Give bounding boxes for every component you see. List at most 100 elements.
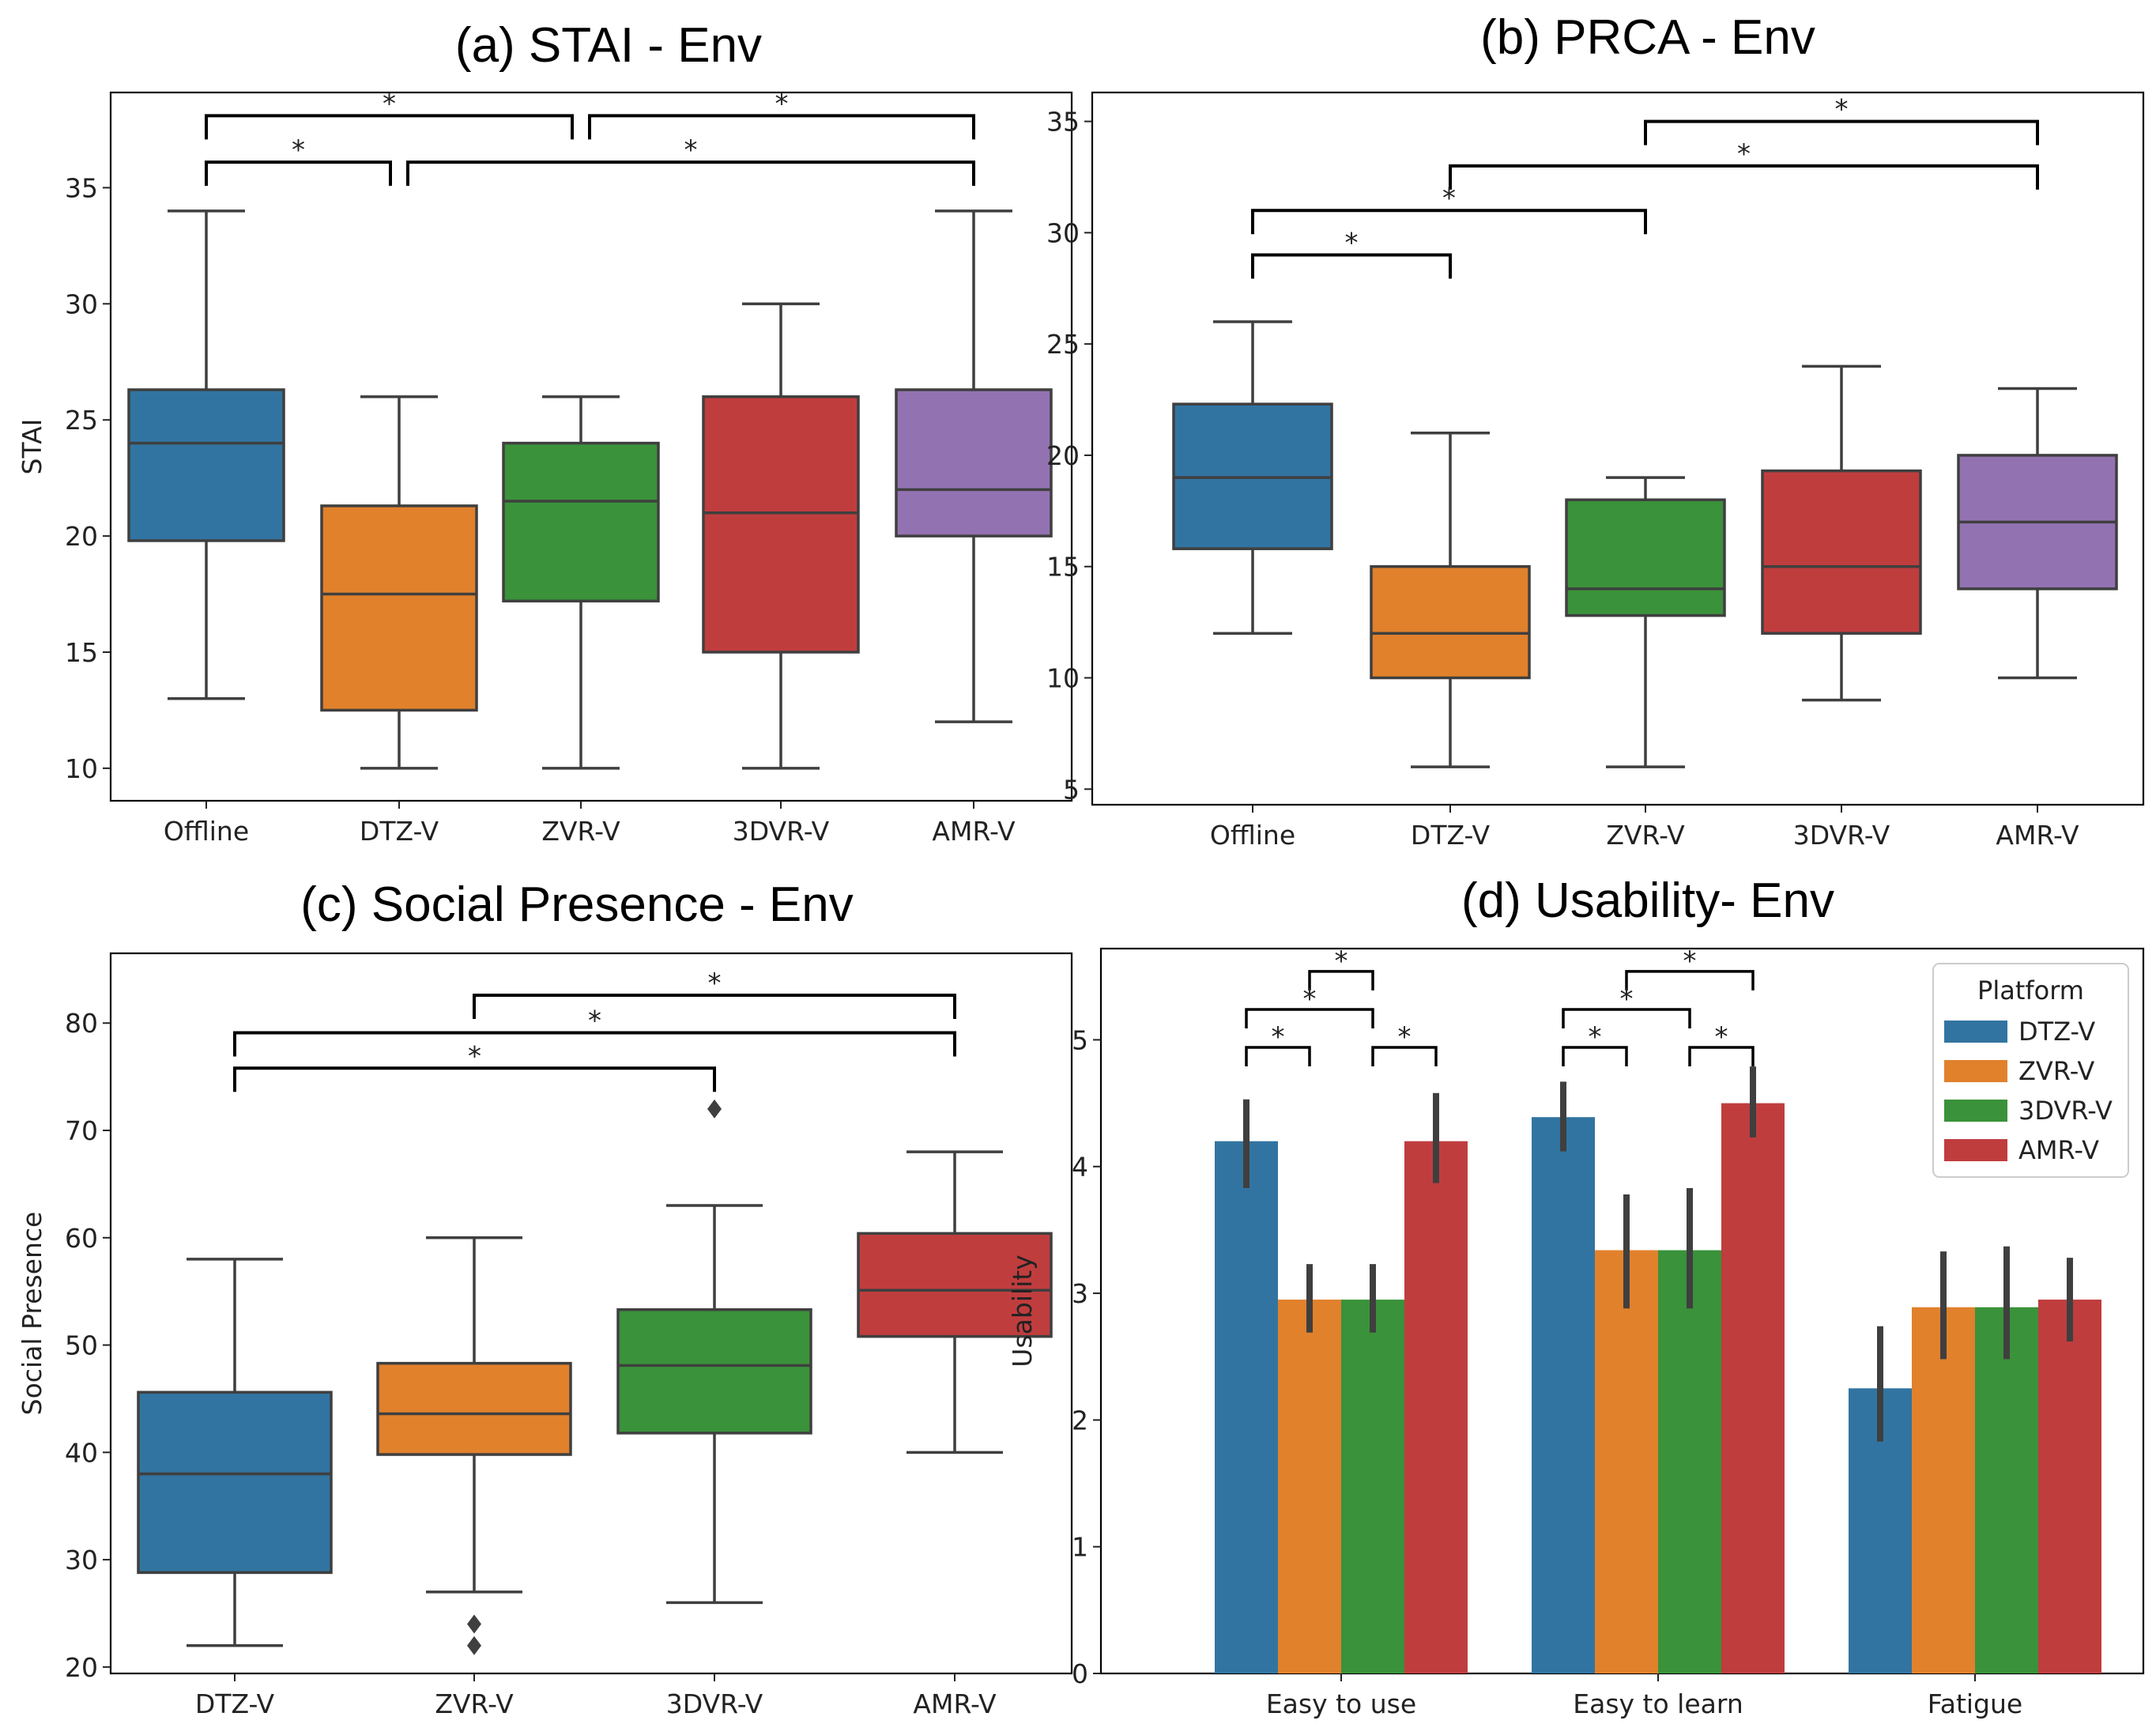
x-tick-label-d: Easy to learn: [1573, 1688, 1743, 1719]
bar-3dvr-v: [1975, 1307, 2038, 1673]
outlier-point: [707, 1099, 722, 1119]
y-tick-label-c: 30: [65, 1545, 98, 1575]
y-tick-label-a: 35: [65, 172, 98, 203]
panel-d-usability-barchart: (d) Usability- Env 0 1 2 3 4 5 Usability Easy to…: [1007, 873, 2145, 1719]
significance-bracket-b: [1644, 119, 2039, 145]
y-tick-label-a: 25: [65, 405, 98, 436]
y-tick-label-d: 4: [1072, 1152, 1088, 1183]
significance-bracket-d: [1371, 1046, 1438, 1067]
significance-bracket-d: [1245, 1046, 1311, 1067]
y-tick-label-b: 10: [1046, 663, 1080, 694]
significance-star-c: *: [708, 968, 722, 999]
significance-bracket-d: [1308, 970, 1374, 990]
x-tick-label-b: DTZ-V: [1411, 820, 1491, 851]
plot-frame-a: [109, 91, 1073, 802]
legend-title: Platform: [1977, 975, 2084, 1005]
legend-box: [1932, 963, 2129, 1178]
bar-zvr-v: [1912, 1307, 1975, 1673]
x-tick-label-b: Offline: [1210, 820, 1295, 851]
y-tick-label-c: 70: [65, 1115, 98, 1146]
significance-bracket-d: [1625, 970, 1755, 990]
x-tick-label-c: ZVR-V: [435, 1688, 514, 1719]
bar-dtz-v: [1532, 1117, 1595, 1673]
legend-label-zvr-v: ZVR-V: [2018, 1056, 2094, 1086]
x-tick-label-a: Offline: [164, 816, 249, 847]
outlier-point: [467, 1614, 481, 1634]
box-offline: [127, 388, 285, 542]
significance-star-d: *: [1303, 983, 1317, 1015]
chart-title-a: (a) STAI - Env: [455, 18, 762, 73]
y-tick-label-a: 30: [65, 289, 98, 319]
significance-bracket-c: [233, 1066, 716, 1092]
y-tick-label-d: 5: [1072, 1024, 1088, 1055]
significance-bracket-d: [1688, 1046, 1755, 1067]
chart-title-d: (d) Usability- Env: [1461, 873, 1834, 928]
significance-star-a: *: [383, 88, 396, 119]
significance-bracket-d: [1562, 1008, 1691, 1028]
plot-frame-b: [1091, 91, 2145, 806]
legend-label-dtz-v: DTZ-V: [2018, 1017, 2095, 1047]
significance-star-d: *: [1620, 983, 1634, 1015]
x-tick-label-a: DTZ-V: [360, 816, 439, 847]
box-zvr-v: [376, 1361, 572, 1456]
x-tick-label-b: ZVR-V: [1606, 820, 1685, 851]
significance-star-b: *: [1835, 94, 1849, 126]
y-tick-label-b: 5: [1063, 774, 1080, 805]
chart-title-c: (c) Social Presence - Env: [300, 877, 853, 932]
significance-bracket-b: [1251, 209, 1647, 235]
box-3dvr-v: [702, 395, 860, 654]
x-tick-label-c: 3DVR-V: [666, 1688, 763, 1719]
y-tick-label-c: 60: [65, 1223, 98, 1254]
legend-swatch-3dvr-v: [1944, 1100, 2007, 1122]
legend-swatch-amr-v: [1944, 1139, 2007, 1161]
significance-star-d: *: [1715, 1021, 1728, 1053]
significance-bracket-b: [1449, 164, 2039, 190]
significance-star-d: *: [1398, 1021, 1412, 1053]
significance-bracket-a: [205, 160, 392, 187]
y-tick-label-b: 20: [1046, 440, 1080, 471]
y-tick-label-b: 35: [1046, 107, 1080, 138]
bar-3dvr-v: [1658, 1250, 1721, 1673]
box-amr-v: [895, 388, 1053, 538]
y-tick-label-d: 1: [1072, 1532, 1088, 1563]
bar-amr-v: [1721, 1103, 1785, 1673]
x-tick-label-a: AMR-V: [932, 816, 1016, 847]
significance-bracket-a: [588, 114, 975, 140]
y-tick-label-c: 40: [65, 1437, 98, 1468]
significance-star-d: *: [1272, 1021, 1285, 1053]
x-tick-label-a: ZVR-V: [541, 816, 620, 847]
chart-title-b: (b) PRCA - Env: [1480, 10, 1815, 65]
outlier-point: [467, 1636, 481, 1655]
bar-zvr-v: [1595, 1250, 1658, 1673]
box-zvr-v: [502, 441, 660, 603]
significance-star-a: *: [775, 88, 789, 119]
y-tick-label-d: 2: [1072, 1405, 1088, 1436]
significance-star-b: *: [1737, 138, 1751, 170]
panel-c-social-presence-boxplot: (c) Social Presence - Env 20 30 40 50 60 70 80 S…: [17, 877, 1073, 1719]
bar-dtz-v: [1215, 1141, 1278, 1673]
y-tick-label-a: 20: [65, 521, 98, 552]
x-tick-label-c: AMR-V: [913, 1688, 997, 1719]
legend-label-3dvr-v: 3DVR-V: [2018, 1096, 2113, 1126]
panel-b-prca-boxplot: (b) PRCA - Env 5 10 15 20 25 30 35 Offline DTZ-V Z…: [1046, 10, 2145, 851]
panel-a-stai-boxplot: (a) STAI - Env 10 15 20 25 30 35 STAI Offline DTZ…: [17, 18, 1073, 847]
significance-star-c: *: [588, 1005, 601, 1036]
significance-star-c: *: [468, 1040, 481, 1072]
y-axis-label-a: STAI: [17, 419, 47, 475]
x-tick-label-a: 3DVR-V: [733, 816, 830, 847]
significance-bracket-d: [1245, 1008, 1374, 1028]
box-dtz-v: [137, 1390, 333, 1575]
box-zvr-v: [1565, 498, 1726, 617]
y-tick-label-a: 10: [65, 753, 98, 784]
bar-amr-v: [2038, 1300, 2101, 1673]
box-3dvr-v: [616, 1307, 812, 1435]
significance-star-a: *: [684, 134, 698, 166]
box-3dvr-v: [1761, 469, 1922, 635]
legend-swatch-dtz-v: [1944, 1021, 2007, 1043]
y-tick-label-a: 15: [65, 637, 98, 668]
plot-frame-c: [109, 952, 1073, 1675]
bar-3dvr-v: [1341, 1300, 1404, 1673]
y-tick-label-b: 30: [1046, 217, 1080, 248]
significance-bracket-b: [1251, 253, 1452, 279]
y-tick-label-b: 25: [1046, 329, 1080, 360]
